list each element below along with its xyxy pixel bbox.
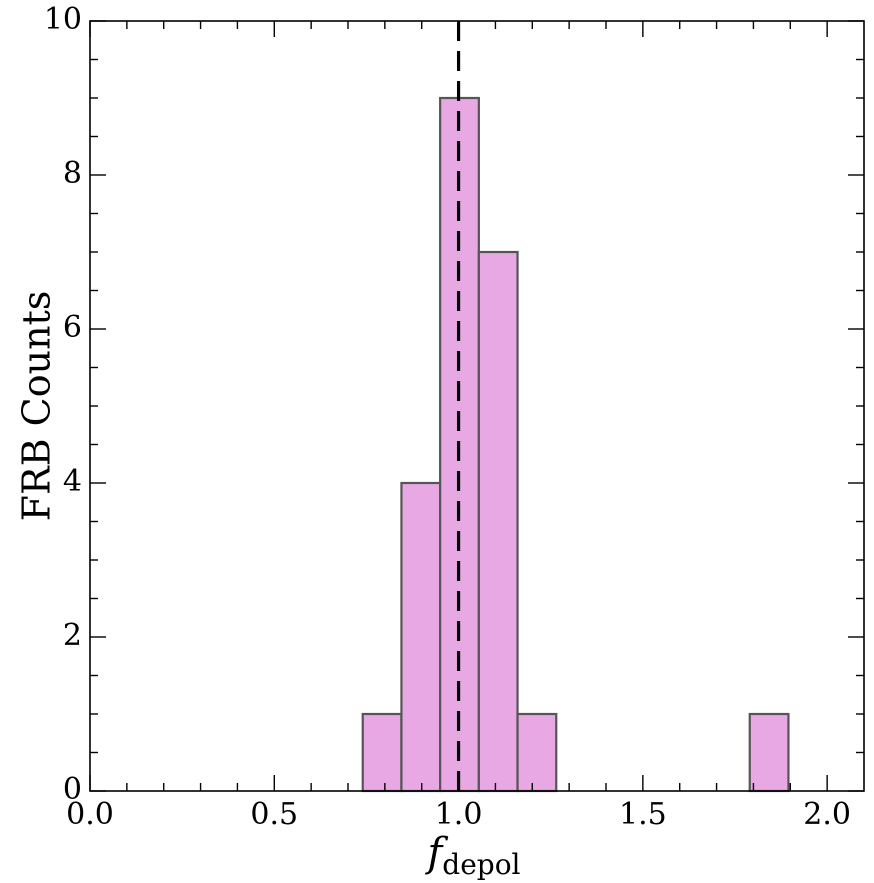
x-tick-label-3: 1.5 bbox=[619, 797, 667, 832]
histogram-bar-1 bbox=[361, 712, 403, 793]
x-tick-label-2: 1.0 bbox=[435, 797, 483, 832]
x-axis-label-subscript: depol bbox=[442, 848, 520, 881]
x-tick-label-4: 2.0 bbox=[803, 797, 851, 832]
histogram-bar-5 bbox=[516, 712, 558, 793]
x-axis-label: fdepol bbox=[424, 830, 520, 881]
y-tick-label-0: 0 bbox=[63, 772, 82, 807]
plot-frame bbox=[89, 20, 865, 792]
histogram-bar-4 bbox=[477, 250, 519, 793]
y-axis-label: FRB Counts bbox=[15, 291, 59, 522]
y-tick-label-4: 8 bbox=[63, 156, 82, 191]
y-tick-label-5: 10 bbox=[44, 2, 82, 37]
bars-layer bbox=[361, 96, 790, 793]
histogram-bar-2 bbox=[400, 481, 442, 793]
y-tick-label-3: 6 bbox=[63, 310, 82, 345]
y-tick-label-1: 2 bbox=[63, 618, 82, 653]
x-tick-label-0: 0.0 bbox=[66, 797, 114, 832]
y-tick-label-2: 4 bbox=[63, 464, 82, 499]
histogram-bar-6 bbox=[748, 712, 790, 793]
x-tick-label-1: 0.5 bbox=[250, 797, 298, 832]
tick-labels-layer: 0.0 0.5 1.0 1.5 2.0 0 2 4 6 8 10 bbox=[44, 2, 851, 832]
